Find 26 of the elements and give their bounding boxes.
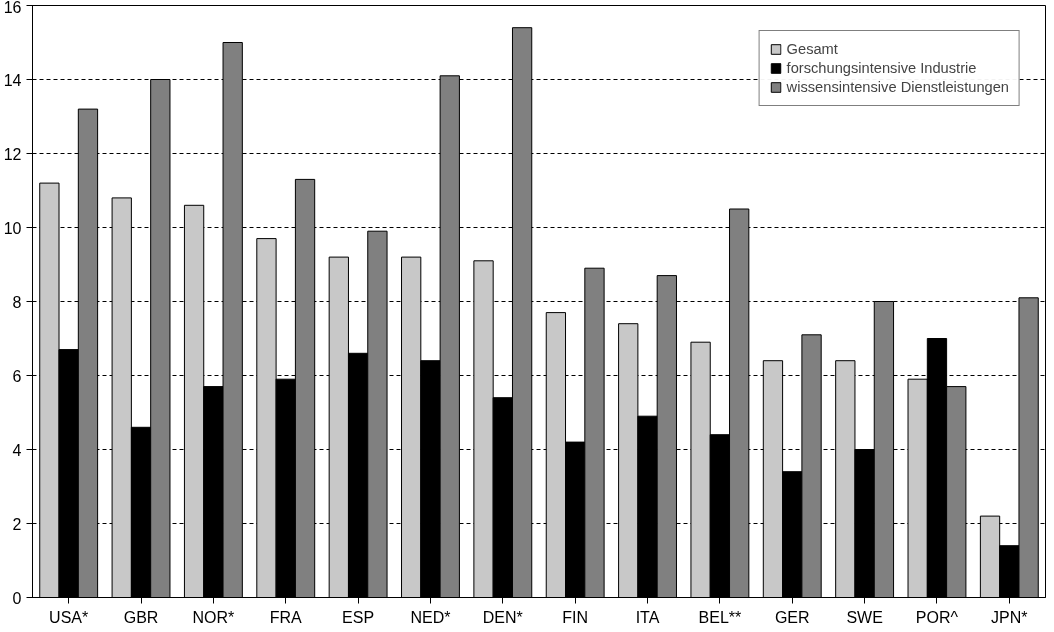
y-tick-label: 16 bbox=[3, 0, 22, 16]
legend-label: Gesamt bbox=[786, 41, 838, 57]
x-tick-label: BEL** bbox=[698, 608, 742, 626]
x-tick-label: JPN* bbox=[991, 608, 1028, 626]
y-tick-label: 14 bbox=[3, 71, 22, 89]
y-tick-label: 6 bbox=[12, 367, 22, 385]
legend-label: wissensintensive Dienstleistungen bbox=[786, 79, 1009, 95]
x-tick-label: NED* bbox=[410, 608, 451, 626]
legend-label: forschungsintensive Industrie bbox=[786, 60, 977, 76]
y-tick-label: 0 bbox=[12, 589, 22, 607]
x-tick-label: POR^ bbox=[915, 608, 959, 626]
x-tick-label: ESP bbox=[342, 608, 375, 626]
x-tick-label: GER bbox=[774, 608, 810, 626]
x-tick-label: DEN* bbox=[482, 608, 523, 626]
x-tick-label: FIN bbox=[562, 608, 589, 626]
y-tick-label: 10 bbox=[3, 219, 22, 237]
x-tick-label: ITA bbox=[635, 608, 660, 626]
x-tick-label: FRA bbox=[269, 608, 303, 626]
y-tick-label: 12 bbox=[3, 145, 22, 163]
x-tick-label: SWE bbox=[846, 608, 883, 626]
y-tick-label: 8 bbox=[12, 293, 22, 311]
y-tick-label: 4 bbox=[12, 441, 22, 459]
x-tick-label: USA* bbox=[49, 608, 89, 626]
x-tick-label: GBR bbox=[123, 608, 159, 626]
y-tick-label: 2 bbox=[12, 515, 22, 533]
x-tick-label: NOR* bbox=[192, 608, 235, 626]
